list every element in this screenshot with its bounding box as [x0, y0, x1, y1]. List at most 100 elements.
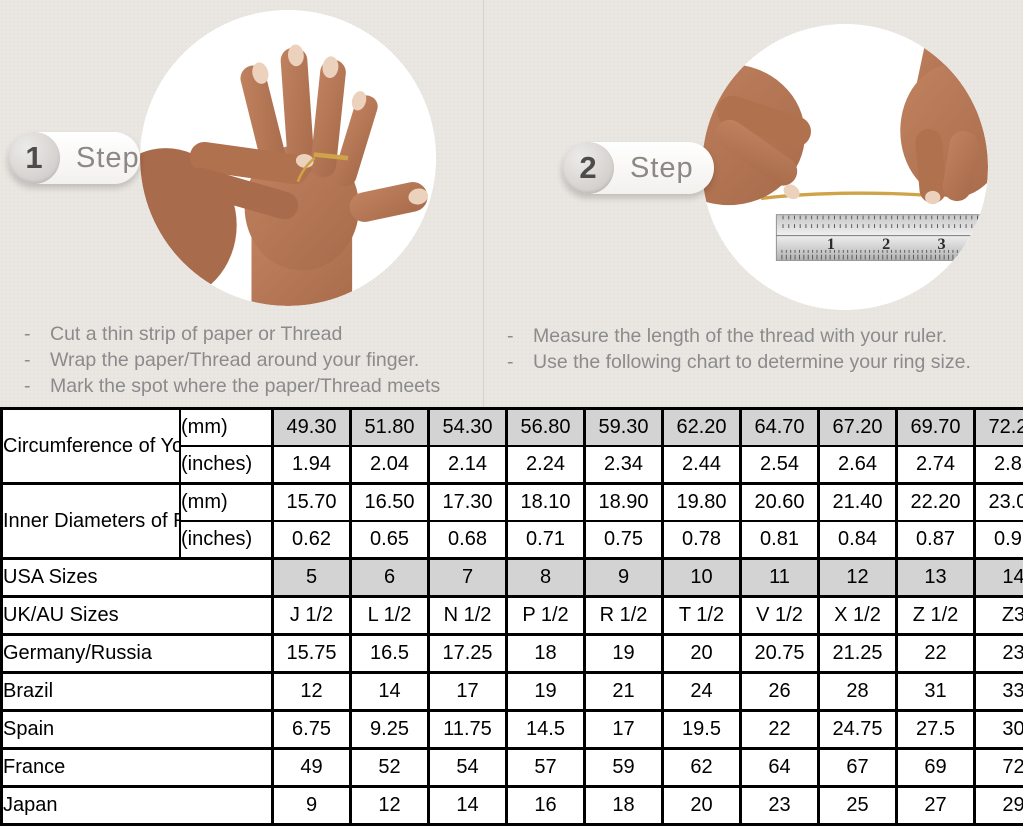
instruction-bullet: - Wrap the paper/Thread around your finge…	[20, 347, 480, 373]
step2-instructions: - Measure the length of the thread with y…	[503, 323, 1018, 375]
bullet-dash: -	[507, 351, 514, 373]
table-cell: N 1/2	[427, 595, 508, 636]
table-cell: 0.62	[271, 520, 352, 560]
helper-hand	[140, 141, 314, 303]
table-cell: 15.70	[271, 482, 352, 522]
instruction-bullet: - Cut a thin strip of paper or Thread	[20, 321, 480, 347]
table-cell: 18.90	[583, 482, 664, 522]
table-cell: Z3	[973, 595, 1023, 636]
ruler-number-1: 1	[827, 235, 835, 253]
table-cell: 0.84	[817, 520, 898, 560]
table-row: (inches) 1.94 2.04 2.14 2.24 2.34 2.44 2.54 2.64…	[2, 445, 1023, 485]
table-cell: 29	[973, 785, 1023, 826]
table-cell: 11	[739, 557, 820, 598]
step2-photo: 1 2 3	[702, 24, 988, 310]
table-cell: 57	[505, 747, 586, 788]
table-row: Germany/Russia 15.75 16.5 17.25 18 19 20 20.75 2…	[0, 633, 1023, 674]
table-cell: 0.71	[505, 520, 586, 560]
row-label: Spain	[0, 709, 274, 750]
unit-label: (mm)	[179, 407, 274, 447]
table-row: USA Sizes 5 6 7 8 9 10 11 12 13 14	[0, 557, 1023, 598]
table-cell: 6.75	[271, 709, 352, 750]
table-cell: 17	[427, 671, 508, 712]
table-cell: 18.10	[505, 482, 586, 522]
bullet-text: Cut a thin strip of paper or Thread	[50, 323, 343, 345]
table-cell: 62.20	[661, 407, 742, 447]
table-cell: P 1/2	[505, 595, 586, 636]
table-cell: 49.30	[271, 407, 352, 447]
table-cell: 22.20	[895, 482, 976, 522]
table-cell: 14	[427, 785, 508, 826]
instruction-bullet: - Mark the spot where the paper/Thread me…	[20, 373, 480, 399]
row-label: Japan	[0, 785, 274, 826]
row-label: Germany/Russia	[0, 633, 274, 674]
step2-badge: 2 Step	[562, 142, 714, 194]
ruler-number-3: 3	[937, 235, 945, 253]
table-cell: 19	[583, 633, 664, 674]
table-cell: 16.50	[349, 482, 430, 522]
table-cell: 18	[583, 785, 664, 826]
ring-size-conversion-table: Circumference of Your Finger(mm)49.3051.…	[0, 407, 1023, 826]
table-cell: 24.75	[817, 709, 898, 750]
bullet-text: Use the following chart to determine you…	[533, 351, 971, 373]
table-cell: 20	[661, 633, 742, 674]
row-label: France	[0, 747, 274, 788]
table-cell: 19	[505, 671, 586, 712]
table-cell: 59.30	[583, 407, 664, 447]
bullet-dash: -	[507, 325, 514, 347]
table-cell: 49	[271, 747, 352, 788]
unit-label: (inches)	[179, 445, 274, 485]
table-cell: 13	[895, 557, 976, 598]
table-cell: 21.25	[817, 633, 898, 674]
table-cell: 2.04	[349, 445, 430, 485]
table-cell: 67.20	[817, 407, 898, 447]
unit-label: (mm)	[179, 482, 274, 522]
instruction-bullet: - Measure the length of the thread with y…	[503, 323, 1018, 349]
table-cell: 2.85	[973, 445, 1023, 485]
table-cell: 0.91	[973, 520, 1023, 560]
bullet-dash: -	[24, 323, 31, 345]
table-row: UK/AU Sizes J 1/2 L 1/2 N 1/2 P 1/2 R 1/2 T 1/…	[0, 595, 1023, 636]
table-cell: 14.5	[505, 709, 586, 750]
instructions-section: 1 Step - Cut a thin strip of paper or Thr…	[0, 0, 1023, 407]
table-cell: 31	[895, 671, 976, 712]
table-cell: 15.75	[271, 633, 352, 674]
table-cell: 23.00	[973, 482, 1023, 522]
table-cell: 12	[271, 671, 352, 712]
table-cell: 18	[505, 633, 586, 674]
table-cell: 22	[895, 633, 976, 674]
table-row: Spain 6.75 9.25 11.75 14.5 17 19.5 22 24.75 27.5 3…	[0, 709, 1023, 750]
table-cell: 0.81	[739, 520, 820, 560]
table-cell: 23	[973, 633, 1023, 674]
table-cell: 16	[505, 785, 586, 826]
table-cell: 33	[973, 671, 1023, 712]
bullet-dash: -	[24, 375, 31, 397]
bullet-dash: -	[24, 349, 31, 371]
table-cell: X 1/2	[817, 595, 898, 636]
table-cell: 72	[973, 747, 1023, 788]
table-cell: 0.78	[661, 520, 742, 560]
ruler-number-2: 2	[882, 235, 890, 253]
table-cell: 27.5	[895, 709, 976, 750]
bullet-text: Mark the spot where the paper/Thread mee…	[50, 375, 441, 397]
table-cell: 2.74	[895, 445, 976, 485]
table-row: Circumference of Your Finger(mm)49.3051.…	[0, 407, 1023, 485]
table-cell: 19.80	[661, 482, 742, 522]
table-cell: 67	[817, 747, 898, 788]
table-cell: 30	[973, 709, 1023, 750]
table-cell: 19.5	[661, 709, 742, 750]
table-cell: 0.68	[427, 520, 508, 560]
table-row: France 49 52 54 57 59 62 64 67 69 72	[0, 747, 1023, 788]
table-cell: 59	[583, 747, 664, 788]
table-cell: 0.65	[349, 520, 430, 560]
table-cell: 2.64	[817, 445, 898, 485]
table-cell: 10	[661, 557, 742, 598]
table-cell: 21	[583, 671, 664, 712]
table-cell: 62	[661, 747, 742, 788]
table-cell: 24	[661, 671, 742, 712]
table-cell: 54.30	[427, 407, 508, 447]
step2-label: Step	[630, 151, 694, 184]
row-group-label: Circumference of Your Finger	[0, 407, 181, 485]
gold-thread	[296, 152, 349, 183]
